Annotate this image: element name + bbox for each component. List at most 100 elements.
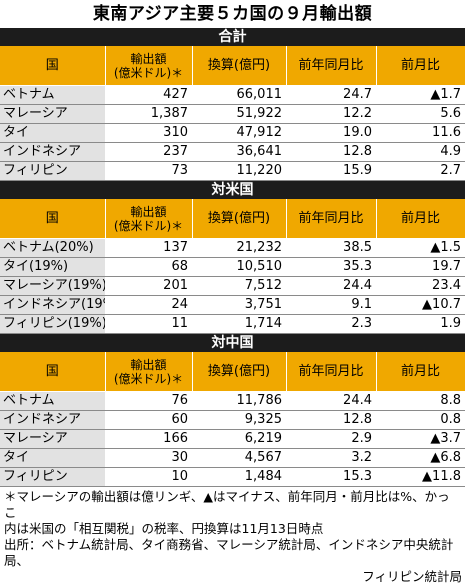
footnotes: ＊マレーシアの輸出額は億リンギ、▲はマイナス、前年同月・前月比は%、かっこ 内は… (0, 487, 465, 585)
table-row: インドネシア 60 9,325 12.8 0.8 (0, 410, 465, 430)
header-country-text: 国 (45, 211, 59, 226)
footnote-line-1: ＊マレーシアの輸出額は億リンギ、▲はマイナス、前年同月・前月比は%、かっこ (4, 489, 450, 520)
yen-cell: 10,510 (192, 257, 286, 277)
header-export-text: (億米ドル)＊ (113, 371, 184, 386)
yen-cell: 36,641 (192, 142, 286, 162)
mom-cell: ▲1.5 (376, 238, 465, 258)
header-export: 輸出額 (億米ドル)＊ (105, 199, 193, 239)
header-yoy: 前年同月比 (286, 199, 377, 239)
mom-cell: 0.8 (376, 410, 465, 430)
export-cell: 310 (105, 123, 192, 143)
header-export-text: (億米ドル)＊ (113, 65, 184, 80)
country-cell: フィリピン(19%) (0, 314, 105, 334)
data-table: 国 輸出額 (億米ドル)＊ 換算(億円) 前年同月比 前月比 ベトナム 76 11,786 24.… (0, 352, 465, 487)
yoy-cell: 15.3 (286, 467, 376, 487)
export-cell: 10 (105, 467, 192, 487)
country-cell: フィリピン (0, 161, 105, 181)
country-cell: マレーシア (0, 429, 105, 449)
yen-cell: 3,751 (192, 295, 286, 315)
yoy-cell: 24.4 (286, 391, 376, 411)
header-mom-text: 前月比 (400, 211, 440, 226)
mom-cell: ▲3.7 (376, 429, 465, 449)
yen-cell: 1,714 (192, 314, 286, 334)
yen-cell: 66,011 (192, 85, 286, 105)
yoy-cell: 12.8 (286, 142, 376, 162)
mom-cell: 19.7 (376, 257, 465, 277)
export-cell: 1,387 (105, 104, 192, 124)
source-line-1: 出所：ベトナム統計局、タイ商務省、マレーシア統計局、インドネシア中央統計局、 (4, 537, 454, 568)
sections-container: 合計国輸出額 (億米ドル)＊ 換算(億円) 前年同月比 前月比 ベトナム 427 66,011… (0, 28, 465, 487)
export-cell: 76 (105, 391, 192, 411)
country-cell: タイ(19%) (0, 257, 105, 277)
yen-cell: 11,220 (192, 161, 286, 181)
yen-cell: 47,912 (192, 123, 286, 143)
mom-cell: ▲10.7 (376, 295, 465, 315)
header-yoy: 前年同月比 (286, 352, 377, 392)
header-mom-text: 前月比 (400, 58, 440, 73)
source-line-2: フィリピン統計局 (362, 569, 462, 584)
country-cell: フィリピン (0, 467, 105, 487)
country-cell: インドネシア(19%) (0, 295, 105, 315)
table-row: フィリピン(19%) 11 1,714 2.3 1.9 (0, 314, 465, 334)
header-yoy-text: 前年同月比 (298, 364, 364, 379)
yen-cell: 51,922 (192, 104, 286, 124)
country-cell: インドネシア (0, 410, 105, 430)
export-cell: 24 (105, 295, 192, 315)
header-yoy-text: 前年同月比 (298, 211, 364, 226)
mom-cell: ▲11.8 (376, 467, 465, 487)
header-mom-text: 前月比 (400, 364, 440, 379)
table-row: タイ 310 47,912 19.0 11.6 (0, 123, 465, 143)
header-converted: 換算(億円) (192, 352, 287, 392)
mom-cell: 23.4 (376, 276, 465, 296)
export-cell: 166 (105, 429, 192, 449)
yoy-cell: 15.9 (286, 161, 376, 181)
header-converted-text: 換算(億円) (207, 364, 271, 379)
yoy-cell: 38.5 (286, 238, 376, 258)
header-export-text: 輸出額 (130, 51, 167, 66)
table-row: ベトナム 427 66,011 24.7 ▲1.7 (0, 85, 465, 105)
country-cell: タイ (0, 448, 105, 468)
country-cell: マレーシア(19%) (0, 276, 105, 296)
country-cell: インドネシア (0, 142, 105, 162)
yen-cell: 4,567 (192, 448, 286, 468)
country-cell: ベトナム (0, 85, 105, 105)
table-row: マレーシア 1,387 51,922 12.2 5.6 (0, 104, 465, 124)
header-mom: 前月比 (376, 46, 465, 86)
yoy-cell: 12.8 (286, 410, 376, 430)
header-export: 輸出額 (億米ドル)＊ (105, 352, 193, 392)
table-row: タイ 30 4,567 3.2 ▲6.8 (0, 448, 465, 468)
yoy-cell: 3.2 (286, 448, 376, 468)
header-export: 輸出額 (億米ドル)＊ (105, 46, 193, 86)
yoy-cell: 9.1 (286, 295, 376, 315)
export-cell: 11 (105, 314, 192, 334)
section-title: 合計 (0, 28, 465, 46)
mom-cell: 1.9 (376, 314, 465, 334)
header-mom: 前月比 (376, 199, 465, 239)
yoy-cell: 24.7 (286, 85, 376, 105)
table-row: ベトナム 76 11,786 24.4 8.8 (0, 391, 465, 411)
mom-cell: 5.6 (376, 104, 465, 124)
mom-cell: ▲6.8 (376, 448, 465, 468)
header-export-text: (億米ドル)＊ (113, 218, 184, 233)
country-cell: ベトナム(20%) (0, 238, 105, 258)
yoy-cell: 19.0 (286, 123, 376, 143)
mom-cell: ▲1.7 (376, 85, 465, 105)
section-title: 対米国 (0, 181, 465, 199)
mom-cell: 11.6 (376, 123, 465, 143)
mom-cell: 2.7 (376, 161, 465, 181)
export-cell: 68 (105, 257, 192, 277)
section-title: 対中国 (0, 334, 465, 352)
header-country-text: 国 (45, 58, 59, 73)
country-cell: ベトナム (0, 391, 105, 411)
data-table: 国 輸出額 (億米ドル)＊ 換算(億円) 前年同月比 前月比 ベトナム 427 66,011 24… (0, 46, 465, 181)
data-table: 国 輸出額 (億米ドル)＊ 換算(億円) 前年同月比 前月比 ベトナム(20%) 137 21,… (0, 199, 465, 334)
export-cell: 237 (105, 142, 192, 162)
table-row: マレーシア 166 6,219 2.9 ▲3.7 (0, 429, 465, 449)
table-row: インドネシア 237 36,641 12.8 4.9 (0, 142, 465, 162)
export-cell: 201 (105, 276, 192, 296)
header-row: 国 輸出額 (億米ドル)＊ 換算(億円) 前年同月比 前月比 (0, 199, 465, 239)
yen-cell: 1,484 (192, 467, 286, 487)
header-converted: 換算(億円) (192, 199, 287, 239)
header-converted-text: 換算(億円) (207, 58, 271, 73)
yen-cell: 9,325 (192, 410, 286, 430)
